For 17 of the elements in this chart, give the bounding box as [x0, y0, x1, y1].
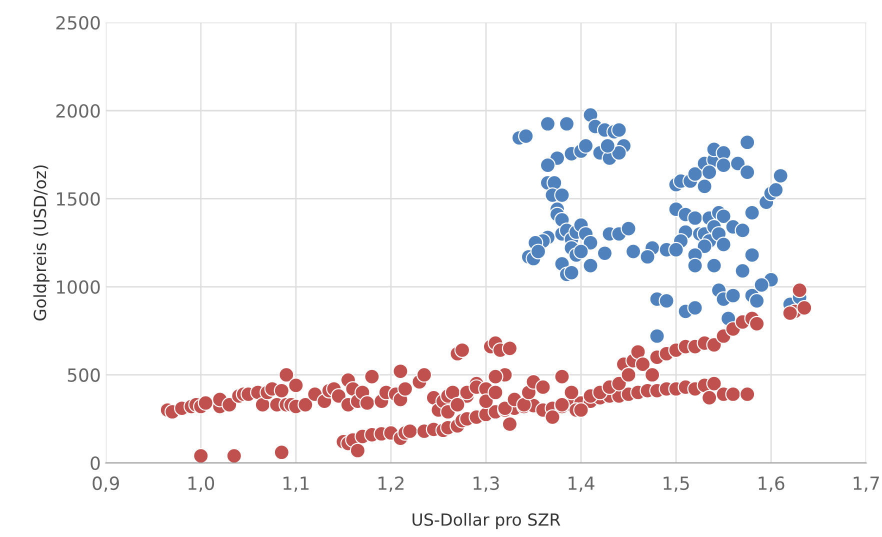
x-tick-label: 1,6 — [758, 476, 784, 492]
y-tick-label: 1500 — [57, 192, 100, 206]
x-tick-label: 1,0 — [188, 476, 214, 492]
y-tick-label: 2500 — [56, 16, 100, 30]
x-axis-title: US-Dollar pro SZR — [412, 513, 560, 530]
x-tick-label: 1,3 — [474, 476, 499, 492]
x-tick-label: 1,7 — [854, 476, 879, 492]
y-tick-label: 2000 — [56, 104, 100, 118]
y-tick-label: 0 — [90, 456, 100, 470]
y-axis-title: Goldpreis (USD/oz) — [33, 165, 50, 320]
x-tick-label: 1,5 — [664, 476, 689, 492]
x-tick-label: 1,1 — [284, 476, 309, 492]
y-tick-label: 1000 — [57, 280, 100, 294]
y-tick-label: 500 — [68, 368, 100, 382]
x-tick-label: 0,9 — [92, 476, 119, 492]
x-tick-label: 1,2 — [378, 476, 404, 492]
x-tick-label: 1,4 — [568, 476, 594, 492]
